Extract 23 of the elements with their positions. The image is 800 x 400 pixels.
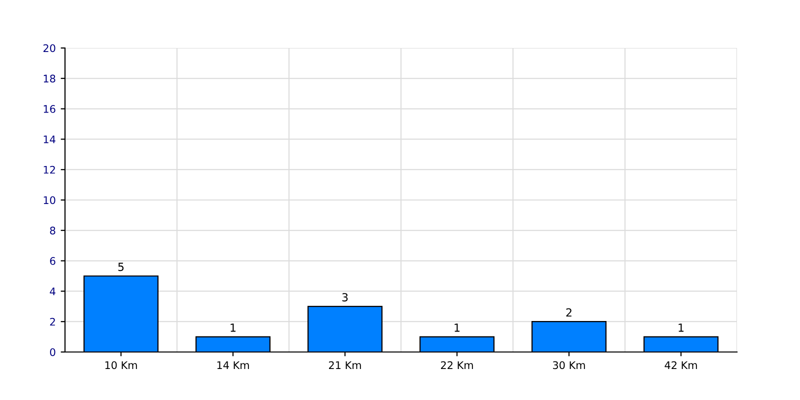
y-tick-label: 14 xyxy=(44,136,56,144)
y-tick-label: 20 xyxy=(43,44,56,52)
data-label: 2 xyxy=(566,308,572,317)
y-tick-label: 2 xyxy=(50,318,55,326)
y-tick-label: 10 xyxy=(44,196,56,204)
data-label: 1 xyxy=(454,324,460,332)
y-tick-label: 4 xyxy=(50,288,56,296)
data-label: 1 xyxy=(230,324,236,332)
x-tick-label: 22 Km xyxy=(440,361,473,369)
y-tick-label: 16 xyxy=(44,105,56,113)
data-label: 5 xyxy=(118,262,124,272)
x-tick-label: 10 Km xyxy=(105,361,137,370)
y-tick-label: 8 xyxy=(50,226,56,235)
x-tick-label: 42 Km xyxy=(664,361,697,369)
data-label: 3 xyxy=(342,293,348,302)
y-tick-label: 0 xyxy=(50,348,56,356)
x-tick-label: 21 Km xyxy=(328,361,361,369)
y-tick-label: 18 xyxy=(44,74,56,83)
x-tick-label: 30 Km xyxy=(553,361,585,370)
x-tick-label: 14 Km xyxy=(217,361,249,369)
y-tick-label: 12 xyxy=(44,166,55,174)
y-tick-label: 6 xyxy=(50,257,56,265)
data-label: 1 xyxy=(678,324,684,332)
